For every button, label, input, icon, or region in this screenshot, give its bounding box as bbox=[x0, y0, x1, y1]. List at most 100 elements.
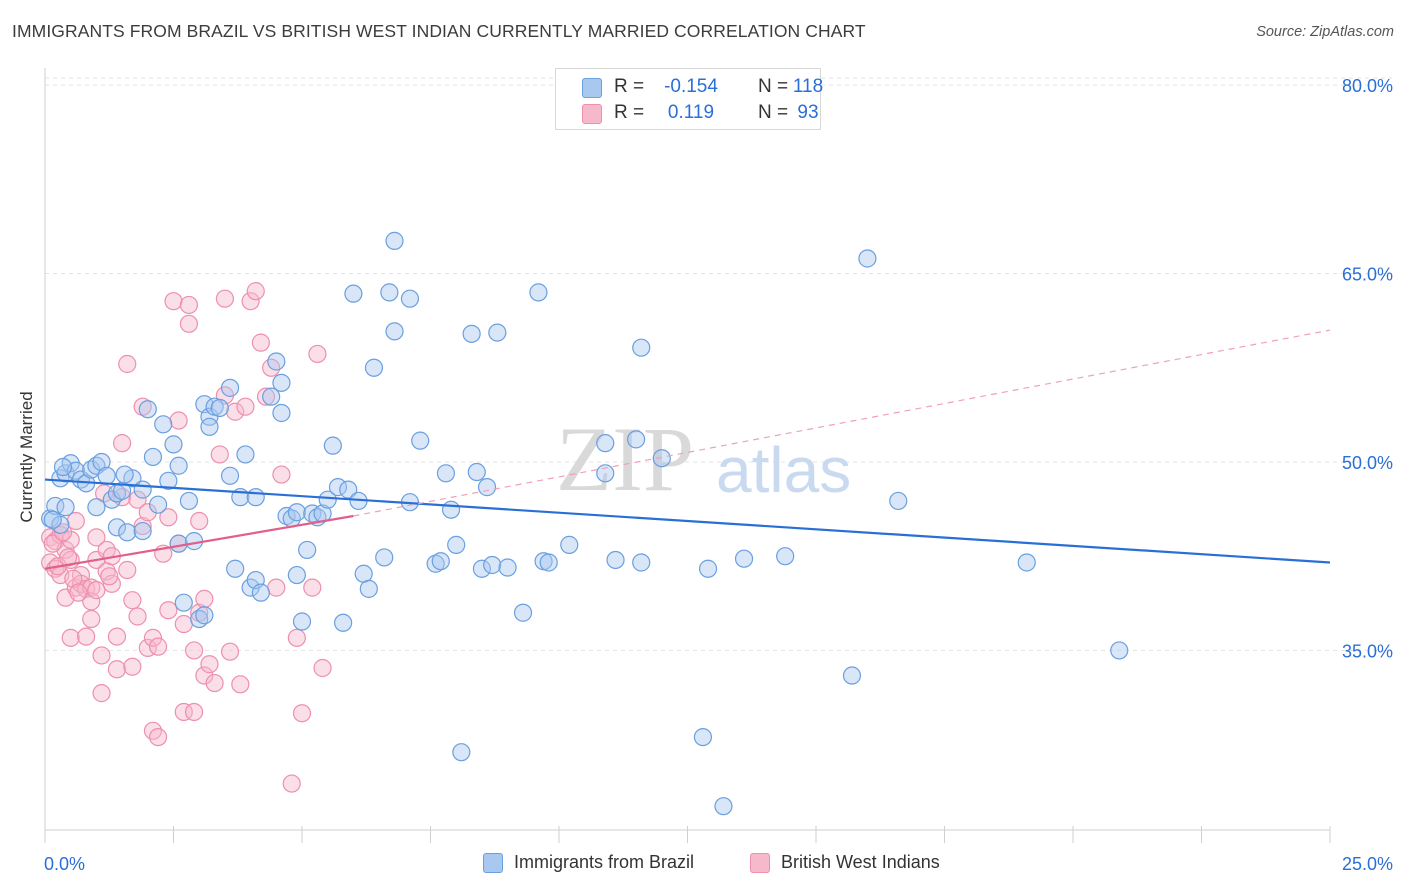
data-point-british-west-indians bbox=[64, 569, 83, 588]
data-point-british-west-indians bbox=[164, 292, 183, 311]
data-point-british-west-indians bbox=[195, 666, 214, 685]
y-tick-label: 35.0% bbox=[1342, 641, 1393, 661]
r-value: -0.154 bbox=[664, 76, 718, 97]
data-point-british-west-indians bbox=[61, 628, 80, 647]
data-point-british-west-indians bbox=[282, 774, 301, 793]
data-point-immigrants-from-brazil bbox=[385, 231, 404, 250]
data-point-immigrants-from-brazil bbox=[115, 465, 134, 484]
data-point-british-west-indians bbox=[118, 354, 137, 374]
data-point-immigrants-from-brazil bbox=[97, 466, 116, 485]
data-point-immigrants-from-brazil bbox=[143, 447, 163, 467]
data-point-british-west-indians bbox=[205, 673, 224, 693]
data-point-immigrants-from-brazil bbox=[426, 554, 445, 573]
data-point-immigrants-from-brazil bbox=[385, 322, 404, 341]
data-point-immigrants-from-brazil bbox=[462, 324, 481, 343]
data-point-immigrants-from-brazil bbox=[431, 552, 450, 571]
data-point-british-west-indians bbox=[210, 445, 229, 464]
data-point-immigrants-from-brazil bbox=[246, 488, 265, 507]
swatch-blue bbox=[582, 78, 602, 98]
y-tick-label: 80.0% bbox=[1342, 76, 1393, 96]
data-point-immigrants-from-brazil bbox=[436, 464, 456, 483]
data-point-british-west-indians bbox=[148, 637, 168, 656]
n-label: N = bbox=[758, 76, 789, 97]
data-point-immigrants-from-brazil bbox=[734, 549, 754, 568]
data-point-immigrants-from-brazil bbox=[467, 462, 486, 482]
data-point-immigrants-from-brazil bbox=[714, 797, 733, 816]
data-point-immigrants-from-brazil bbox=[43, 510, 62, 529]
data-point-british-west-indians bbox=[133, 397, 152, 416]
data-point-immigrants-from-brazil bbox=[133, 480, 152, 499]
data-point-british-west-indians bbox=[92, 646, 111, 665]
series-british-west-indians bbox=[41, 282, 332, 793]
data-point-british-west-indians bbox=[159, 601, 178, 620]
data-point-british-west-indians bbox=[69, 583, 88, 602]
data-point-british-west-indians bbox=[179, 295, 199, 315]
data-point-british-west-indians bbox=[179, 314, 199, 333]
data-point-immigrants-from-brazil bbox=[1110, 641, 1129, 660]
chart-title: IMMIGRANTS FROM BRAZIL VS BRITISH WEST I… bbox=[12, 21, 866, 41]
data-point-immigrants-from-brazil bbox=[210, 398, 229, 418]
data-point-immigrants-from-brazil bbox=[287, 503, 306, 522]
data-point-immigrants-from-brazil bbox=[596, 434, 615, 453]
data-point-british-west-indians bbox=[61, 530, 80, 549]
data-point-immigrants-from-brazil bbox=[452, 743, 471, 762]
series-immigrants-from-brazil bbox=[41, 231, 1129, 816]
data-point-immigrants-from-brazil bbox=[138, 400, 157, 419]
data-point-immigrants-from-brazil bbox=[272, 403, 291, 423]
data-point-british-west-indians bbox=[190, 511, 209, 531]
data-point-british-west-indians bbox=[112, 434, 132, 453]
data-point-immigrants-from-brazil bbox=[606, 550, 625, 570]
axes bbox=[44, 68, 1331, 843]
data-point-british-west-indians bbox=[59, 548, 78, 567]
data-point-immigrants-from-brazil bbox=[118, 523, 137, 542]
data-point-immigrants-from-brazil bbox=[375, 548, 394, 567]
data-point-british-west-indians bbox=[200, 655, 219, 674]
data-point-immigrants-from-brazil bbox=[411, 431, 430, 450]
y-tick-label: 65.0% bbox=[1342, 265, 1393, 285]
data-point-british-west-indians bbox=[107, 627, 127, 646]
data-point-immigrants-from-brazil bbox=[698, 559, 718, 578]
data-point-immigrants-from-brazil bbox=[380, 283, 399, 302]
trend-lines bbox=[44, 329, 1331, 570]
data-point-immigrants-from-brazil bbox=[267, 352, 286, 371]
data-point-immigrants-from-brazil bbox=[652, 449, 671, 468]
data-point-immigrants-from-brazil bbox=[200, 417, 219, 436]
y-tick-label: 50.0% bbox=[1342, 453, 1393, 473]
y-axis-label: Currently Married bbox=[17, 391, 36, 523]
data-point-british-west-indians bbox=[303, 578, 322, 597]
data-point-immigrants-from-brazil bbox=[323, 436, 342, 455]
data-point-british-west-indians bbox=[92, 684, 111, 703]
data-point-british-west-indians bbox=[231, 675, 250, 694]
data-point-immigrants-from-brazil bbox=[277, 506, 296, 526]
data-point-immigrants-from-brazil bbox=[359, 579, 378, 598]
data-point-british-west-indians bbox=[241, 292, 260, 311]
data-point-immigrants-from-brazil bbox=[858, 249, 877, 268]
data-point-immigrants-from-brazil bbox=[498, 558, 517, 577]
data-point-immigrants-from-brazil bbox=[483, 555, 502, 575]
data-point-immigrants-from-brazil bbox=[529, 283, 548, 302]
swatch-pink bbox=[750, 853, 770, 873]
data-point-british-west-indians bbox=[272, 465, 291, 484]
legend-label: British West Indians bbox=[781, 852, 940, 872]
data-point-immigrants-from-brazil bbox=[513, 603, 533, 622]
x-tick-label: 0.0% bbox=[44, 854, 85, 874]
data-point-immigrants-from-brazil bbox=[447, 535, 466, 554]
data-point-british-west-indians bbox=[133, 516, 152, 536]
watermark: ZIP atlas bbox=[556, 408, 851, 510]
data-point-british-west-indians bbox=[195, 589, 214, 609]
data-point-immigrants-from-brazil bbox=[53, 457, 73, 477]
data-point-immigrants-from-brazil bbox=[164, 435, 183, 454]
x-tick-label: 25.0% bbox=[1342, 854, 1393, 874]
data-point-british-west-indians bbox=[107, 660, 127, 679]
data-point-immigrants-from-brazil bbox=[842, 666, 862, 685]
data-point-immigrants-from-brazil bbox=[148, 495, 168, 514]
data-point-immigrants-from-brazil bbox=[226, 559, 245, 578]
data-point-british-west-indians bbox=[66, 511, 85, 531]
data-point-immigrants-from-brazil bbox=[364, 358, 384, 377]
r-value: 0.119 bbox=[667, 102, 715, 123]
series-legend: Immigrants from Brazil British West Indi… bbox=[0, 850, 1406, 878]
data-point-immigrants-from-brazil bbox=[169, 456, 188, 475]
tick-labels: 35.0% 50.0% 65.0% 80.0% 0.0% 25.0% bbox=[44, 76, 1393, 874]
data-point-immigrants-from-brazil bbox=[334, 613, 353, 632]
